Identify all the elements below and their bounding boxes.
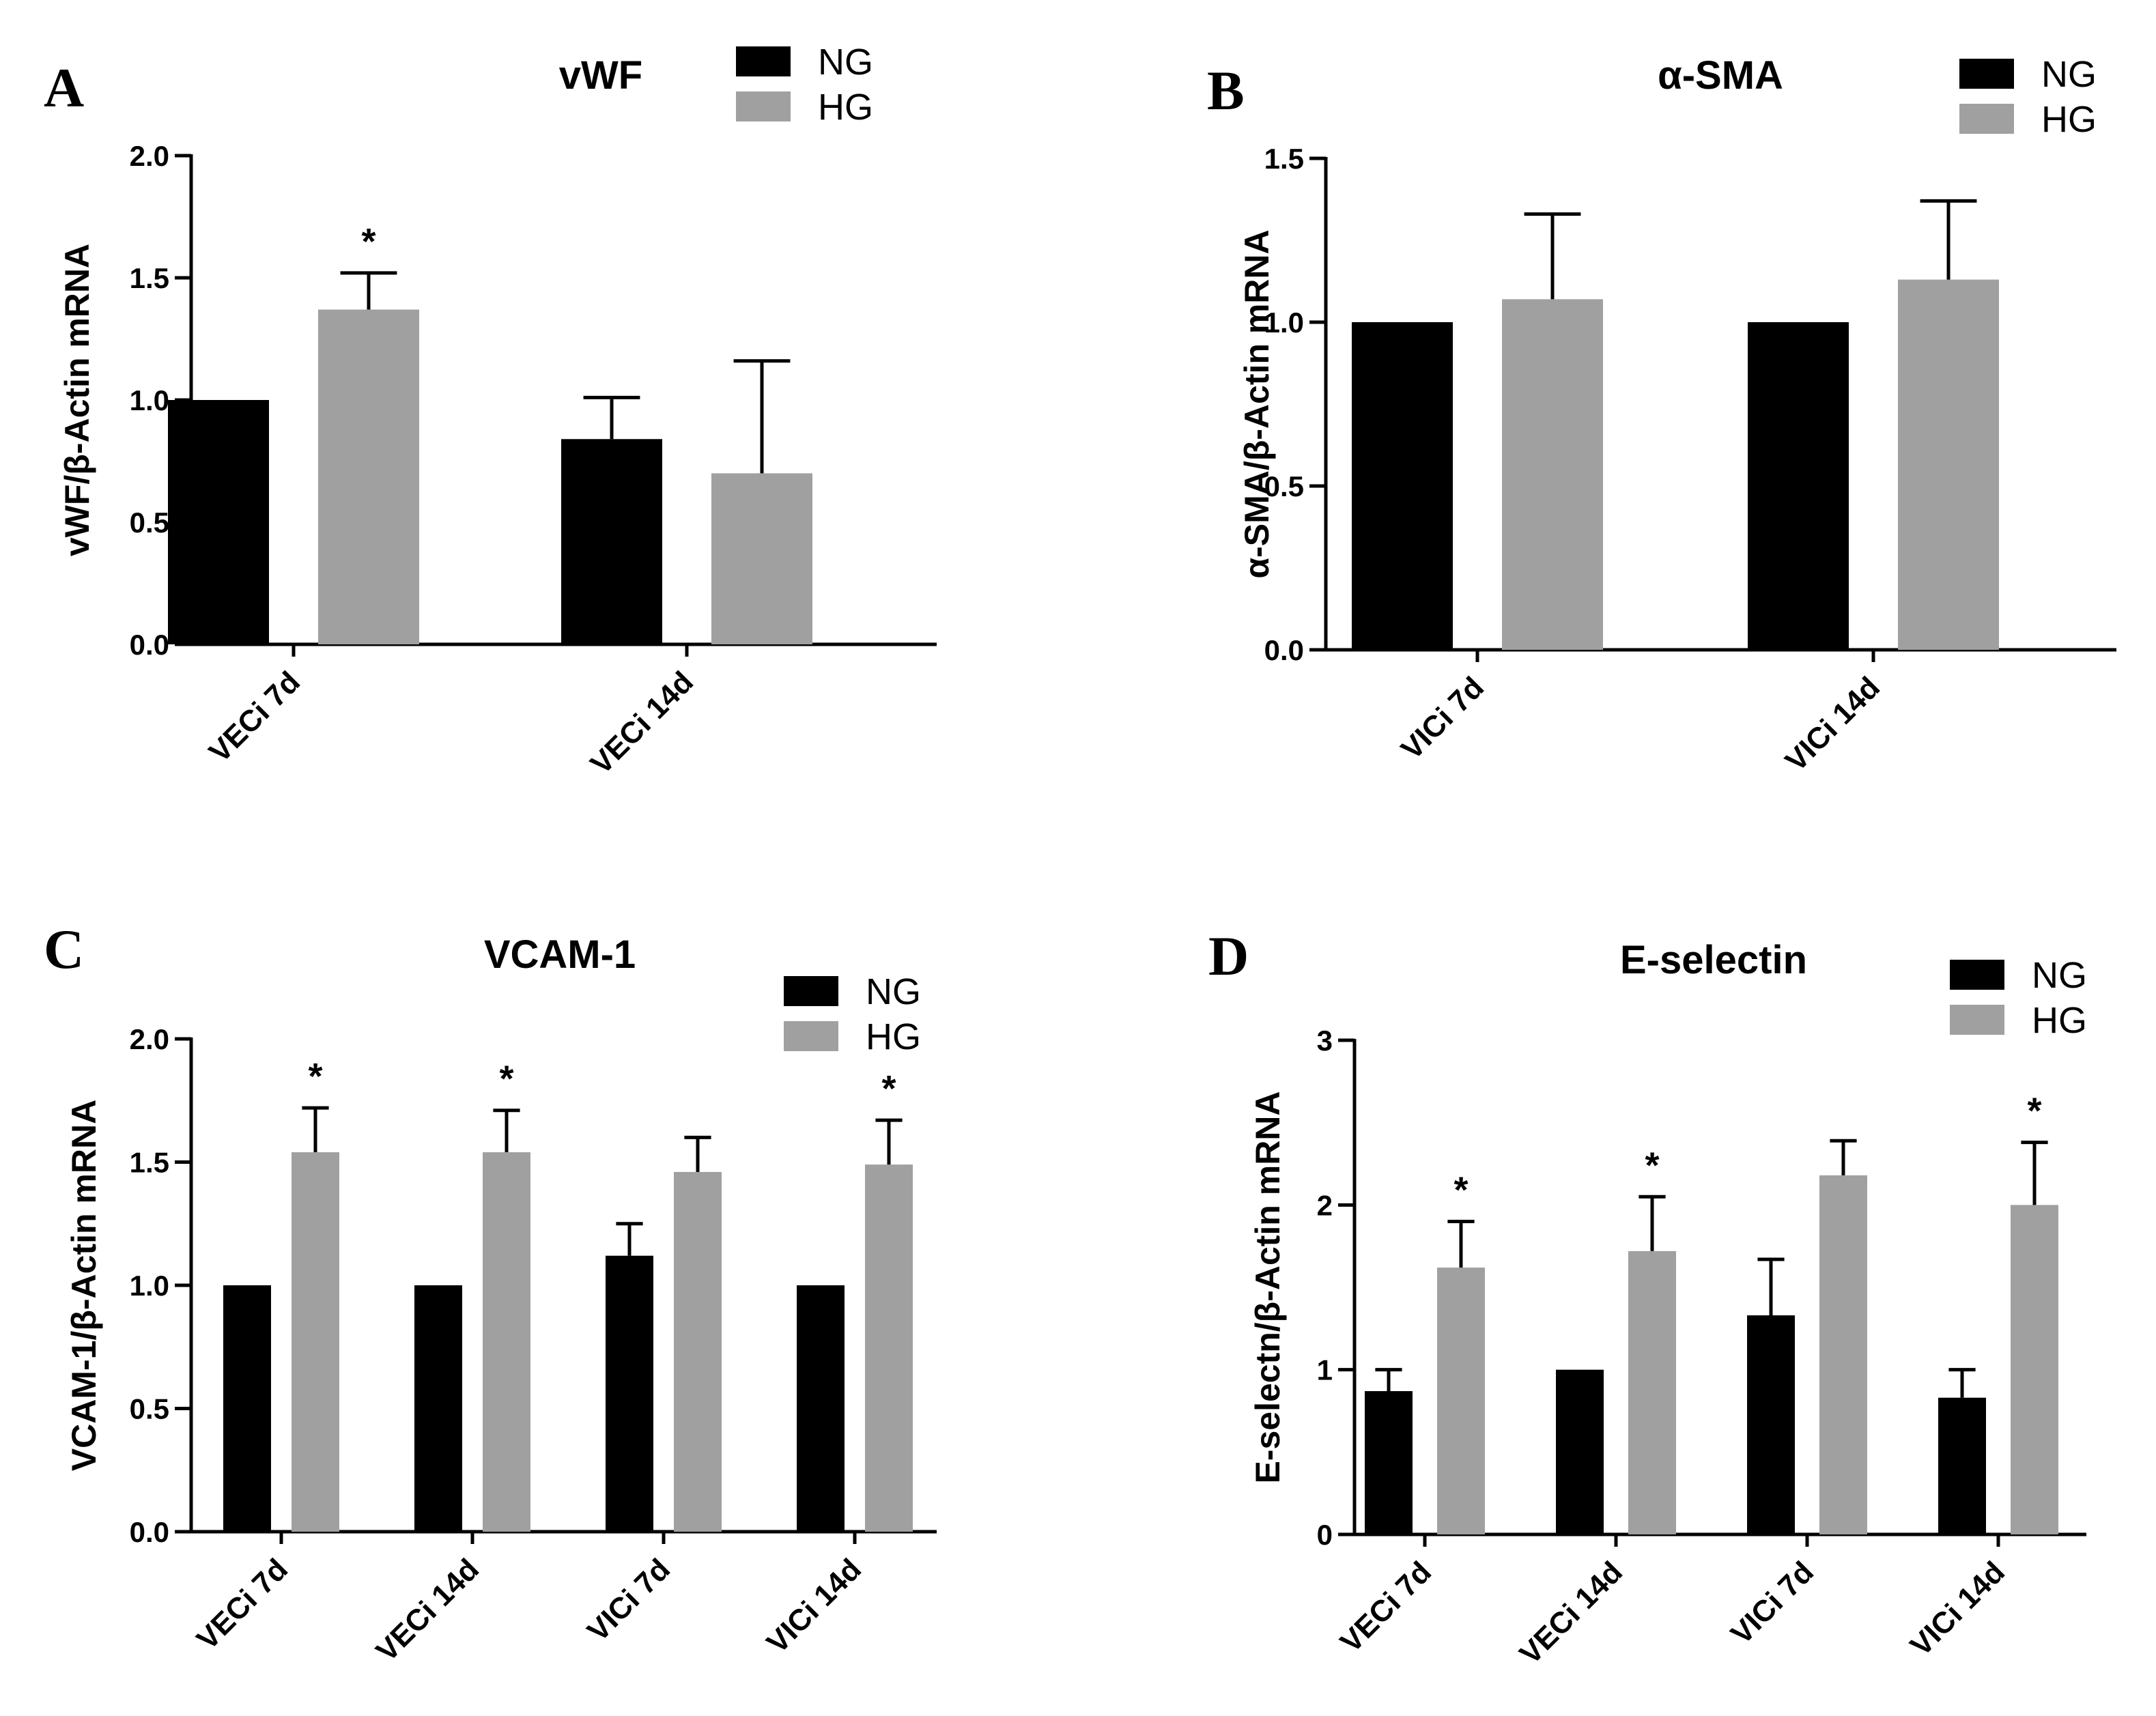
bar-ng (1352, 322, 1453, 650)
significance-marker: * (361, 221, 375, 262)
bar-hg (2011, 1205, 2058, 1534)
significance-marker: * (1453, 1169, 1468, 1210)
bar-ng (1556, 1369, 1604, 1534)
y-tick-label: 1.0 (1264, 306, 1304, 339)
y-tick-label: 1.5 (130, 1147, 169, 1179)
y-axis-label: α-SMA/β-Actin mRNA (1238, 229, 1276, 578)
bar-hg (1437, 1268, 1485, 1534)
panel-letter: A (44, 57, 84, 119)
significance-marker: * (1645, 1145, 1659, 1186)
x-tick-label: VICi 7d (581, 1552, 677, 1648)
chart-title: vWF (559, 53, 642, 98)
bar-hg (711, 473, 812, 644)
bar-ng (414, 1285, 462, 1532)
bar-ng (1938, 1397, 1986, 1534)
panel-letter: C (44, 918, 84, 980)
x-tick-label: VECi 14d (584, 665, 700, 781)
y-tick-label: 0.0 (130, 1516, 169, 1548)
legend-label-ng: NG (2041, 54, 2097, 95)
y-axis-label: VCAM-1/β-Actin mRNA (65, 1100, 103, 1471)
bar-ng (606, 1255, 653, 1532)
bar-ng (1747, 1315, 1795, 1534)
legend-label-ng: NG (818, 42, 873, 83)
bar-hg (1898, 279, 1999, 650)
chart-title: α-SMA (1658, 53, 1783, 98)
y-tick-label: 0 (1317, 1519, 1333, 1551)
y-tick-label: 2.0 (130, 140, 169, 172)
y-axis-label: vWF/β-Actin mRNA (58, 244, 96, 556)
y-tick-label: 2.0 (130, 1023, 169, 1055)
x-tick-label: VECi 7d (203, 665, 307, 769)
legend-swatch-hg (1959, 104, 2014, 134)
bar-ng (797, 1285, 845, 1532)
bar-hg (1819, 1175, 1867, 1534)
legend-swatch-ng (1959, 59, 2014, 89)
legend-swatch-ng (736, 46, 791, 76)
x-tick-label: VICi 14d (1779, 670, 1886, 777)
legend-label-hg: HG (2032, 1000, 2087, 1041)
x-tick-label: VECi 7d (190, 1552, 294, 1656)
bar-hg (1628, 1250, 1676, 1534)
x-tick-label: VECi 7d (1334, 1555, 1438, 1659)
y-tick-label: 0.5 (130, 506, 169, 539)
bar-hg (1502, 299, 1603, 650)
y-tick-label: 1 (1317, 1354, 1333, 1386)
bar-hg (483, 1152, 530, 1532)
legend-label-hg: HG (818, 87, 873, 128)
chart-title: VCAM-1 (484, 932, 636, 977)
x-tick-label: VICi 7d (1725, 1555, 1820, 1650)
bar-ng (561, 439, 662, 644)
x-tick-label: VECi 14d (370, 1552, 486, 1668)
significance-marker: * (881, 1068, 896, 1109)
panel-letter: D (1208, 925, 1249, 987)
y-axis-label: E-selectn/β-Actin mRNA (1249, 1091, 1287, 1483)
y-tick-label: 0.5 (130, 1393, 169, 1425)
x-tick-label: VICi 14d (1904, 1555, 2011, 1662)
y-tick-label: 0.0 (1264, 634, 1304, 666)
y-tick-label: 1.0 (130, 384, 169, 416)
panel-letter: B (1207, 59, 1245, 121)
x-tick-label: VECi 14d (1514, 1555, 1630, 1671)
significance-marker: * (2027, 1091, 2041, 1132)
bar-hg (674, 1171, 722, 1532)
x-tick-label: VICi 7d (1395, 670, 1490, 766)
bar-ng (1365, 1391, 1413, 1534)
legend-swatch-hg (784, 1021, 838, 1051)
legend-label-hg: HG (2041, 99, 2097, 140)
y-tick-label: 2 (1317, 1189, 1333, 1221)
legend-label-ng: NG (866, 971, 921, 1012)
legend-swatch-ng (1950, 960, 2004, 990)
bar-ng (1748, 322, 1849, 650)
x-tick-label: VICi 14d (761, 1552, 868, 1659)
bar-ng (168, 400, 269, 644)
legend-label-ng: NG (2032, 955, 2087, 996)
bar-ng (223, 1285, 271, 1532)
bar-hg (318, 309, 419, 644)
y-tick-label: 1.0 (130, 1270, 169, 1302)
significance-marker: * (499, 1059, 513, 1100)
legend-swatch-hg (736, 91, 791, 121)
legend-swatch-ng (784, 976, 838, 1006)
y-tick-label: 1.5 (1264, 143, 1304, 175)
legend-swatch-hg (1950, 1005, 2004, 1035)
bar-hg (292, 1152, 339, 1532)
y-tick-label: 1.5 (130, 262, 169, 294)
significance-marker: * (308, 1056, 322, 1097)
y-tick-label: 0.0 (130, 629, 169, 661)
bar-hg (865, 1164, 913, 1532)
legend-label-hg: HG (866, 1016, 921, 1057)
y-tick-label: 3 (1317, 1025, 1333, 1057)
chart-title: E-selectin (1620, 938, 1807, 982)
y-tick-label: 0.5 (1264, 470, 1304, 502)
